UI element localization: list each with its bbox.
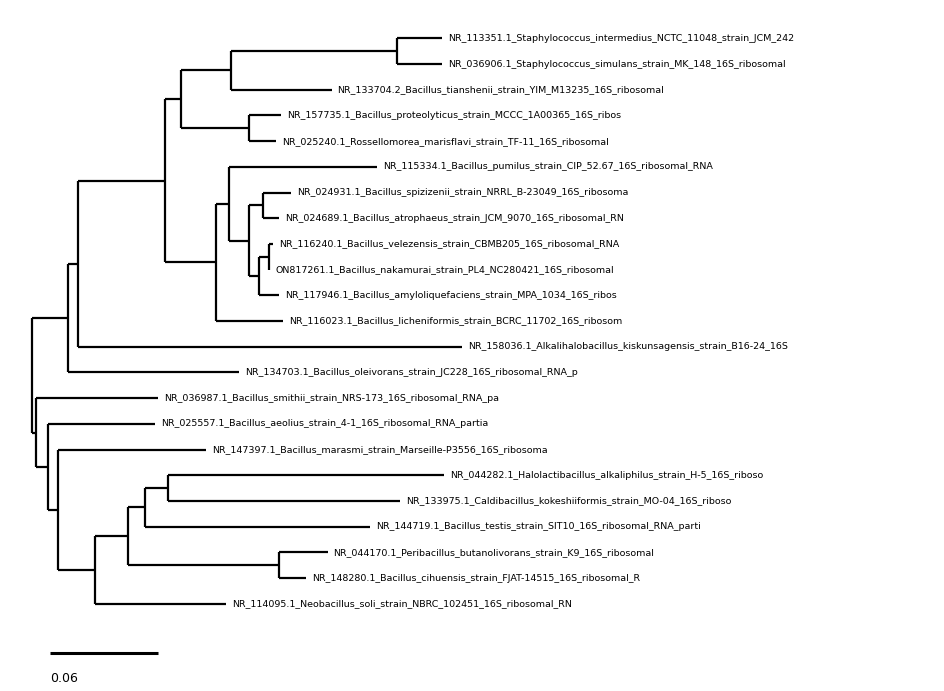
Text: NR_024689.1_Bacillus_atrophaeus_strain_JCM_9070_16S_ribosomal_RN: NR_024689.1_Bacillus_atrophaeus_strain_J… — [285, 214, 623, 223]
Text: NR_148280.1_Bacillus_cihuensis_strain_FJAT-14515_16S_ribosomal_R: NR_148280.1_Bacillus_cihuensis_strain_FJ… — [312, 574, 640, 583]
Text: NR_117946.1_Bacillus_amyloliquefaciens_strain_MPA_1034_16S_ribos: NR_117946.1_Bacillus_amyloliquefaciens_s… — [285, 291, 616, 300]
Text: NR_147397.1_Bacillus_marasmi_strain_Marseille-P3556_16S_ribosoma: NR_147397.1_Bacillus_marasmi_strain_Mars… — [211, 445, 547, 454]
Text: NR_114095.1_Neobacillus_soli_strain_NBRC_102451_16S_ribosomal_RN: NR_114095.1_Neobacillus_soli_strain_NBRC… — [231, 599, 571, 608]
Text: NR_116240.1_Bacillus_velezensis_strain_CBMB205_16S_ribosomal_RNA: NR_116240.1_Bacillus_velezensis_strain_C… — [278, 240, 619, 249]
Text: NR_144719.1_Bacillus_testis_strain_SIT10_16S_ribosomal_RNA_parti: NR_144719.1_Bacillus_testis_strain_SIT10… — [376, 522, 700, 531]
Text: NR_025240.1_Rossellomorea_marisflavi_strain_TF-11_16S_ribosomal: NR_025240.1_Rossellomorea_marisflavi_str… — [282, 137, 608, 146]
Text: NR_157735.1_Bacillus_proteolyticus_strain_MCCC_1A00365_16S_ribos: NR_157735.1_Bacillus_proteolyticus_strai… — [287, 111, 621, 120]
Text: NR_133975.1_Caldibacillus_kokeshiiformis_strain_MO-04_16S_riboso: NR_133975.1_Caldibacillus_kokeshiiformis… — [406, 497, 731, 506]
Text: NR_134703.1_Bacillus_oleivorans_strain_JC228_16S_ribosomal_RNA_p: NR_134703.1_Bacillus_oleivorans_strain_J… — [244, 368, 577, 377]
Text: 0.06: 0.06 — [50, 672, 77, 685]
Text: NR_044170.1_Peribacillus_butanolivorans_strain_K9_16S_ribosomal: NR_044170.1_Peribacillus_butanolivorans_… — [333, 548, 654, 557]
Text: NR_116023.1_Bacillus_licheniformis_strain_BCRC_11702_16S_ribosom: NR_116023.1_Bacillus_licheniformis_strai… — [289, 316, 622, 325]
Text: NR_158036.1_Alkalihalobacillus_kiskunsagensis_strain_B16-24_16S: NR_158036.1_Alkalihalobacillus_kiskunsag… — [468, 342, 787, 351]
Text: NR_036906.1_Staphylococcus_simulans_strain_MK_148_16S_ribosomal: NR_036906.1_Staphylococcus_simulans_stra… — [447, 59, 785, 68]
Text: NR_025557.1_Bacillus_aeolius_strain_4-1_16S_ribosomal_RNA_partia: NR_025557.1_Bacillus_aeolius_strain_4-1_… — [161, 419, 488, 428]
Text: NR_024931.1_Bacillus_spizizenii_strain_NRRL_B-23049_16S_ribosoma: NR_024931.1_Bacillus_spizizenii_strain_N… — [297, 188, 628, 197]
Text: NR_036987.1_Bacillus_smithii_strain_NRS-173_16S_ribosomal_RNA_pa: NR_036987.1_Bacillus_smithii_strain_NRS-… — [164, 394, 499, 403]
Text: NR_044282.1_Halolactibacillus_alkaliphilus_strain_H-5_16S_riboso: NR_044282.1_Halolactibacillus_alkaliphil… — [450, 471, 763, 480]
Text: ON817261.1_Bacillus_nakamurai_strain_PL4_NC280421_16S_ribosomal: ON817261.1_Bacillus_nakamurai_strain_PL4… — [275, 265, 614, 274]
Text: NR_113351.1_Staphylococcus_intermedius_NCTC_11048_strain_JCM_242: NR_113351.1_Staphylococcus_intermedius_N… — [447, 34, 794, 43]
Text: NR_133704.2_Bacillus_tianshenii_strain_YIM_M13235_16S_ribosomal: NR_133704.2_Bacillus_tianshenii_strain_Y… — [337, 85, 664, 94]
Text: NR_115334.1_Bacillus_pumilus_strain_CIP_52.67_16S_ribosomal_RNA: NR_115334.1_Bacillus_pumilus_strain_CIP_… — [382, 162, 712, 171]
